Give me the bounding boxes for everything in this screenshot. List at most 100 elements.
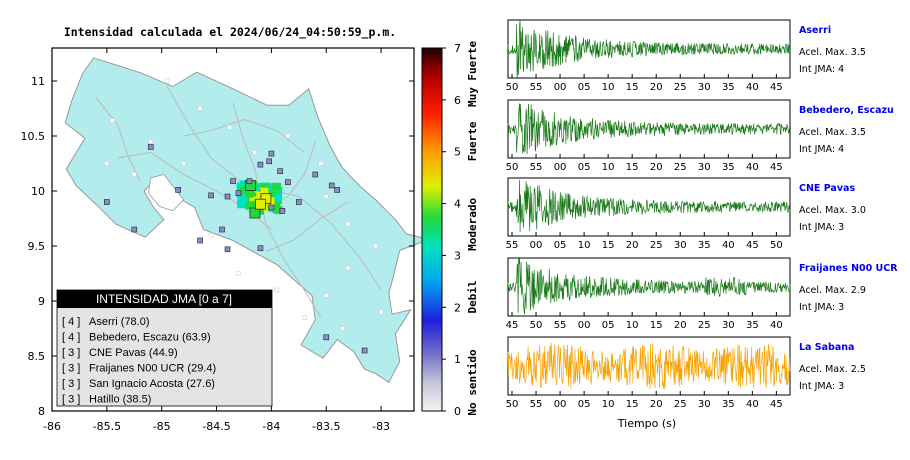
y-tick-label: 8.5: [28, 350, 46, 363]
intensity-cell: [245, 201, 254, 210]
station-jma: Int JMA: 3: [799, 381, 844, 392]
town-marker: [208, 232, 214, 238]
waveform-panel: 45 50 55 00 05 10 15 20 25 30 35 40 Fraijanes N00 UC…: [506, 257, 898, 331]
time-tick-label: 40: [746, 82, 759, 93]
intensity-cell: [260, 187, 269, 196]
station-marker: [266, 158, 273, 165]
legend-box: [56, 289, 273, 407]
intensity-cell: [272, 201, 281, 210]
colorbar-category-label: Moderado: [466, 197, 479, 250]
intensity-cell: [249, 196, 258, 205]
time-tick-label: 35: [722, 82, 735, 93]
town-marker: [227, 124, 233, 130]
legend-row-intensity: [ 4 ]: [62, 332, 80, 344]
time-tick-label: 10: [578, 240, 591, 251]
time-tick-label: 35: [698, 240, 711, 251]
station-name: CNE Pavas: [799, 183, 855, 194]
x-tick-label: -84: [262, 420, 280, 433]
time-tick-label: 20: [650, 82, 663, 93]
time-tick-label: 40: [722, 240, 735, 251]
station-marker: [285, 179, 291, 185]
colorbar-category-label: No sentido: [466, 349, 479, 416]
station-marker: [197, 237, 203, 244]
waveform-panel: 55 00 05 10 15 20 25 30 35 40 45 50 CNE Pavas Acel. M…: [506, 177, 866, 251]
colorbar-tick-label: 5: [454, 146, 461, 159]
time-tick-label: 30: [698, 399, 711, 410]
time-tick-label: 00: [554, 399, 567, 410]
waveform-trace: [507, 19, 791, 79]
time-tick-label: 10: [602, 162, 615, 173]
station-marker: [131, 226, 138, 233]
time-tick-label: 20: [674, 320, 687, 331]
colorbar-tick-label: 4: [454, 198, 461, 211]
station-square: [260, 193, 272, 205]
colorbar-tick-label: 3: [454, 249, 461, 262]
station-marker: [235, 190, 242, 196]
time-tick-label: 25: [650, 240, 663, 251]
station-accel: Acel. Max. 3.0: [799, 205, 866, 216]
town-marker: [197, 106, 203, 111]
town-marker: [378, 309, 384, 315]
time-tick-label: 00: [554, 162, 567, 173]
intensity-legend: INTENSIDAD JMA [0 a 7] [ 4 ] Aserri (78.0…: [56, 289, 273, 407]
province-boundary: [265, 201, 349, 253]
time-tick-label: 15: [626, 399, 639, 410]
time-tick-label: 05: [554, 240, 567, 251]
station-accel: Acel. Max. 2.9: [799, 285, 866, 296]
time-tick-label: 55: [506, 240, 519, 251]
time-tick-label: 30: [722, 320, 735, 331]
time-tick-label: 30: [674, 240, 687, 251]
legend-row-station: Fraijanes N00 UCR (29.4): [89, 363, 216, 375]
colorbar-gradient: [421, 47, 443, 412]
station-name: La Sabana: [799, 342, 854, 353]
colorbar-category-label: Debil: [466, 280, 479, 313]
station-marker: [230, 178, 236, 184]
time-tick-label: 35: [746, 320, 759, 331]
x-tick-label: -86: [43, 420, 61, 433]
time-tick-label: 45: [770, 82, 783, 93]
legend-rows: [ 4 ] Aserri (78.0) [ 4 ] Bebedero, Escazu …: [62, 316, 216, 406]
x-tick-label: -85: [153, 420, 171, 433]
colorbar-tick-label: 6: [454, 94, 461, 107]
waveform-xlabel: Tiempo (s): [617, 417, 676, 430]
town-marker: [323, 293, 329, 298]
station-marker: [257, 245, 264, 251]
time-tick-label: 35: [722, 399, 735, 410]
town-marker: [340, 326, 345, 331]
intensity-cell: [274, 194, 283, 203]
time-tick-label: 55: [554, 320, 567, 331]
town-marker: [345, 221, 351, 227]
town-marker: [285, 133, 291, 139]
time-tick-label: 55: [530, 399, 543, 410]
time-tick-label: 00: [554, 82, 567, 93]
map-axes: -86 -85.5 -85 -84.5 -84 -83.5 -83 11 10.5 10 9.5 9 8…: [21, 48, 414, 433]
station-marker: [268, 204, 275, 211]
intensity-cell: [239, 186, 248, 195]
time-tick-label: 25: [674, 162, 687, 173]
y-tick-label: 8: [38, 405, 45, 418]
time-tick-label: 55: [530, 82, 543, 93]
time-tick-label: 05: [578, 82, 591, 93]
station-marker: [323, 334, 330, 341]
costa-rica-landmass: [64, 57, 432, 384]
legend-row-station: Bebedero, Escazu (63.9): [89, 332, 211, 344]
time-tick-label: 00: [530, 240, 543, 251]
station-marker: [277, 168, 283, 174]
time-tick-label: 30: [698, 82, 711, 93]
legend-row-station: San Ignacio Acosta (27.6): [89, 378, 215, 390]
station-marker: [334, 187, 341, 193]
legend-row-intensity: [ 3 ]: [62, 394, 80, 406]
station-marker: [296, 199, 302, 205]
y-tick-label: 10.5: [21, 130, 46, 143]
legend-row-station: CNE Pavas (44.9): [89, 347, 178, 359]
station-marker: [224, 246, 231, 253]
time-tick-label: 20: [626, 240, 639, 251]
waveform-trace: [507, 258, 791, 315]
intensity-cell: [237, 198, 246, 207]
station-accel: Acel. Max. 2.5: [799, 364, 866, 375]
map-frame: [51, 47, 415, 412]
station-marker: [312, 171, 319, 178]
town-marker: [323, 194, 329, 199]
legend-title: INTENSIDAD JMA [0 a 7]: [96, 292, 232, 306]
